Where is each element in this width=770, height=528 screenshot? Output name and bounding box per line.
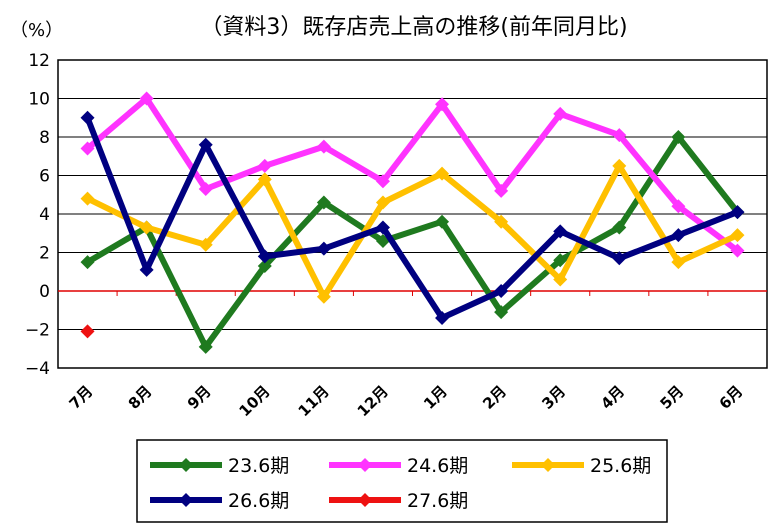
data-point	[257, 172, 272, 187]
data-point	[139, 220, 154, 235]
data-point	[435, 310, 450, 325]
x-tick-label: 8月	[125, 382, 156, 413]
y-tick-label: 2	[39, 244, 50, 264]
x-tick-label: 10月	[236, 382, 274, 420]
data-point	[553, 106, 568, 121]
legend-item: 26.6期	[150, 490, 289, 512]
legend-box	[136, 439, 668, 523]
y-tick-label: 4	[39, 205, 50, 225]
data-point	[80, 141, 95, 156]
legend-item: 25.6期	[512, 455, 651, 477]
data-point	[198, 181, 213, 196]
data-point	[494, 183, 509, 198]
x-tick-label: 1月	[420, 382, 451, 413]
y-tick-label: 12	[28, 51, 50, 71]
legend-marker	[358, 493, 372, 507]
data-point	[257, 258, 272, 273]
data-point	[375, 174, 390, 189]
data-point	[494, 305, 509, 320]
series-3	[80, 158, 745, 304]
legend-label: 27.6期	[407, 490, 468, 512]
x-tick-label: 6月	[716, 382, 747, 413]
series-line	[85, 134, 740, 350]
x-tick-label: 12月	[354, 382, 392, 420]
data-point	[198, 237, 213, 252]
legend: 23.6期 24.6期 25.6期 26.6期 27.6期	[136, 439, 668, 523]
y-tick-label: −2	[25, 321, 50, 341]
data-point	[612, 128, 627, 143]
data-point	[494, 284, 509, 298]
data-point	[730, 205, 745, 220]
x-tick-label: 2月	[479, 382, 510, 413]
y-tick-label: 6	[39, 167, 50, 187]
series-1	[80, 130, 745, 354]
data-point	[80, 324, 95, 339]
x-tick-label: 9月	[184, 382, 215, 413]
series-5	[80, 324, 95, 339]
data-point	[257, 158, 272, 173]
x-tick-label: 3月	[538, 382, 569, 413]
data-point	[257, 249, 272, 264]
series-line	[84, 116, 739, 321]
legend-label: 24.6期	[407, 455, 468, 477]
data-point	[612, 251, 627, 266]
data-point	[198, 339, 213, 354]
data-point	[435, 166, 450, 181]
y-unit-label: （%）	[10, 20, 63, 41]
y-tick-label: 8	[39, 128, 50, 148]
series-2	[80, 91, 745, 258]
x-tick-label: 4月	[597, 382, 628, 413]
data-point	[316, 289, 331, 304]
data-point	[80, 110, 95, 125]
data-point	[671, 228, 686, 243]
legend-item: 23.6期	[150, 455, 289, 477]
data-point	[316, 139, 331, 154]
data-point	[553, 224, 568, 239]
data-point	[435, 214, 450, 229]
data-point	[730, 228, 745, 243]
chart-title: （資料3）既存店売上高の推移(前年同月比)	[200, 15, 627, 40]
legend-label: 23.6期	[228, 455, 289, 477]
legend-marker	[179, 458, 193, 472]
legend-item: 27.6期	[329, 490, 468, 512]
data-point	[80, 255, 95, 270]
data-point	[139, 91, 154, 106]
data-point	[494, 214, 509, 229]
series-line	[86, 162, 739, 300]
data-point	[435, 97, 450, 112]
data-point	[375, 195, 390, 210]
legend-marker	[358, 458, 372, 472]
data-point	[139, 262, 154, 277]
series-4	[80, 110, 745, 325]
data-point	[80, 191, 95, 206]
y-tick-label: −4	[25, 359, 50, 379]
legend-item: 24.6期	[329, 455, 468, 477]
legend-marker	[541, 458, 555, 472]
data-point	[316, 241, 331, 256]
y-tick-label: 0	[39, 282, 50, 302]
data-point	[730, 243, 745, 258]
legend-marker	[179, 493, 193, 507]
data-point	[553, 272, 568, 287]
series-line	[85, 95, 740, 254]
data-point	[553, 253, 568, 268]
x-tick-label: 11月	[295, 382, 333, 420]
x-tick-label: 7月	[66, 382, 97, 413]
plot-area: −4 −2 0 2 4 6 8 10 12 7月 8月 9月 10月 11月 12月 1月 2月 3月 4月 5月 6月	[25, 51, 768, 420]
legend-label: 26.6期	[228, 490, 289, 512]
data-point	[316, 195, 331, 210]
data-point	[671, 255, 686, 270]
x-tick-label: 5月	[656, 382, 687, 413]
data-point	[671, 199, 686, 214]
data-point	[612, 158, 627, 173]
data-point	[612, 220, 627, 235]
y-tick-label: 10	[28, 90, 50, 110]
legend-label: 25.6期	[590, 455, 651, 477]
data-point	[671, 130, 686, 144]
data-point	[198, 137, 213, 152]
data-point	[375, 220, 390, 235]
